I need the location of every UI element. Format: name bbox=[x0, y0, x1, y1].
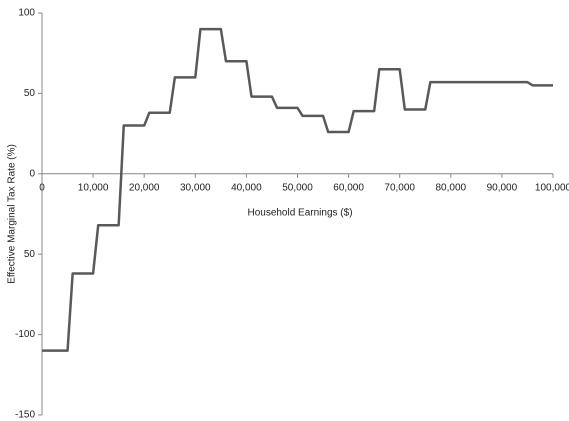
y-axis-title: Effective Marginal Tax Rate (%) bbox=[7, 144, 18, 284]
data-line bbox=[42, 27, 553, 352]
x-tick-label: 10,000 bbox=[78, 182, 109, 193]
x-tick-label: 60,000 bbox=[333, 182, 364, 193]
x-tick-label: 0 bbox=[39, 182, 45, 193]
x-tick-label: 50,000 bbox=[282, 182, 313, 193]
x-tick-label: 70,000 bbox=[384, 182, 415, 193]
y-tick-label: -100 bbox=[15, 329, 35, 340]
x-tick-label: 100,000 bbox=[535, 182, 569, 193]
x-tick-label: 80,000 bbox=[436, 182, 467, 193]
y-tick-label: 0 bbox=[29, 168, 35, 179]
y-tick-label: 100 bbox=[18, 8, 35, 19]
y-tick-label: 50 bbox=[24, 88, 36, 99]
y-tick-label: -150 bbox=[15, 410, 35, 421]
x-tick-label: 90,000 bbox=[487, 182, 518, 193]
x-tick-label: 30,000 bbox=[180, 182, 211, 193]
x-tick-label: 40,000 bbox=[231, 182, 262, 193]
x-tick-label: 20,000 bbox=[129, 182, 160, 193]
x-axis-title: Household Earnings ($) bbox=[247, 208, 352, 219]
y-tick-label: 50 bbox=[24, 249, 36, 260]
